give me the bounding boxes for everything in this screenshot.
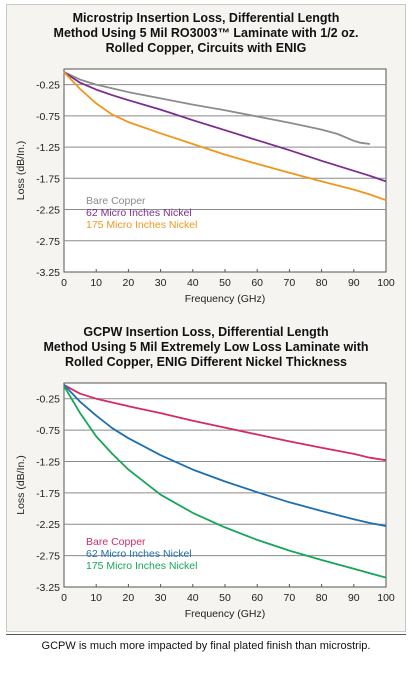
- y-tick-label: -2.25: [36, 205, 60, 217]
- x-tick-label: 40: [187, 592, 199, 604]
- x-tick-label: 50: [219, 592, 231, 604]
- x-tick-label: 100: [377, 277, 395, 289]
- chart-title-line: Rolled Copper, Circuits with ENIG: [106, 41, 307, 55]
- x-tick-label: 40: [187, 277, 199, 289]
- figure-caption: GCPW is much more impacted by final plat…: [41, 640, 371, 652]
- y-tick-label: -2.75: [36, 551, 60, 563]
- y-tick-label: -0.25: [36, 80, 60, 92]
- x-tick-label: 80: [316, 592, 328, 604]
- series-line-2: [63, 384, 387, 527]
- x-tick-label: 0: [61, 277, 67, 289]
- series-line-3: [63, 71, 387, 202]
- legend-entry: 175 Micro Inches Nickel: [86, 560, 197, 572]
- x-axis-label: Frequency (GHz): [185, 608, 266, 620]
- y-tick-label: -2.75: [36, 236, 60, 248]
- chart-title-line: Method Using 5 Mil RO3003™ Laminate with…: [54, 26, 359, 40]
- y-tick-label: -3.25: [36, 582, 60, 594]
- caption-divider: [6, 634, 406, 635]
- legend-entry: Bare Copper: [86, 536, 146, 548]
- y-tick-label: -1.25: [36, 142, 60, 154]
- series-line-1: [63, 71, 371, 145]
- x-tick-label: 10: [90, 592, 102, 604]
- y-tick-label: -0.75: [36, 111, 60, 123]
- chart-title-line: GCPW Insertion Loss, Differential Length: [83, 325, 328, 339]
- chart-title-line: Microstrip Insertion Loss, Differential …: [73, 11, 340, 25]
- x-tick-label: 60: [251, 277, 263, 289]
- x-tick-label: 20: [123, 592, 135, 604]
- legend-entry: 175 Micro Inches Nickel: [86, 219, 197, 231]
- y-tick-label: -3.25: [36, 267, 60, 279]
- x-tick-label: 20: [123, 277, 135, 289]
- x-tick-label: 70: [284, 277, 296, 289]
- x-tick-label: 30: [155, 592, 167, 604]
- legend-entry: 62 Micro Inches Nickel: [86, 548, 192, 560]
- x-tick-label: 70: [284, 592, 296, 604]
- series-line-2: [63, 71, 387, 183]
- x-tick-label: 50: [219, 277, 231, 289]
- x-tick-label: 30: [155, 277, 167, 289]
- x-tick-label: 90: [348, 592, 360, 604]
- x-tick-label: 0: [61, 592, 67, 604]
- x-tick-label: 10: [90, 277, 102, 289]
- y-tick-label: -0.25: [36, 394, 60, 406]
- legend-entry: Bare Copper: [86, 195, 146, 207]
- chart-1: Microstrip Insertion Loss, Differential …: [15, 11, 395, 305]
- y-tick-label: -0.75: [36, 425, 60, 437]
- y-axis-label: Loss (dB/In.): [15, 141, 27, 201]
- x-tick-label: 100: [377, 592, 395, 604]
- x-tick-label: 60: [251, 592, 263, 604]
- y-tick-label: -1.75: [36, 488, 60, 500]
- chart-title-line: Rolled Copper, ENIG Different Nickel Thi…: [65, 355, 347, 369]
- legend-entry: 62 Micro Inches Nickel: [86, 207, 192, 219]
- x-tick-label: 90: [348, 277, 360, 289]
- series-line-1: [63, 384, 387, 462]
- chart-2: GCPW Insertion Loss, Differential Length…: [15, 325, 395, 620]
- plot-area: [63, 68, 387, 273]
- x-tick-label: 80: [316, 277, 328, 289]
- y-tick-label: -1.25: [36, 456, 60, 468]
- x-axis-label: Frequency (GHz): [185, 293, 266, 305]
- y-axis-label: Loss (dB/In.): [15, 455, 27, 515]
- y-tick-label: -2.25: [36, 519, 60, 531]
- y-tick-label: -1.75: [36, 173, 60, 185]
- series-line-3: [63, 385, 387, 579]
- plot-area: [63, 382, 387, 588]
- chart-title-line: Method Using 5 Mil Extremely Low Loss La…: [43, 340, 368, 354]
